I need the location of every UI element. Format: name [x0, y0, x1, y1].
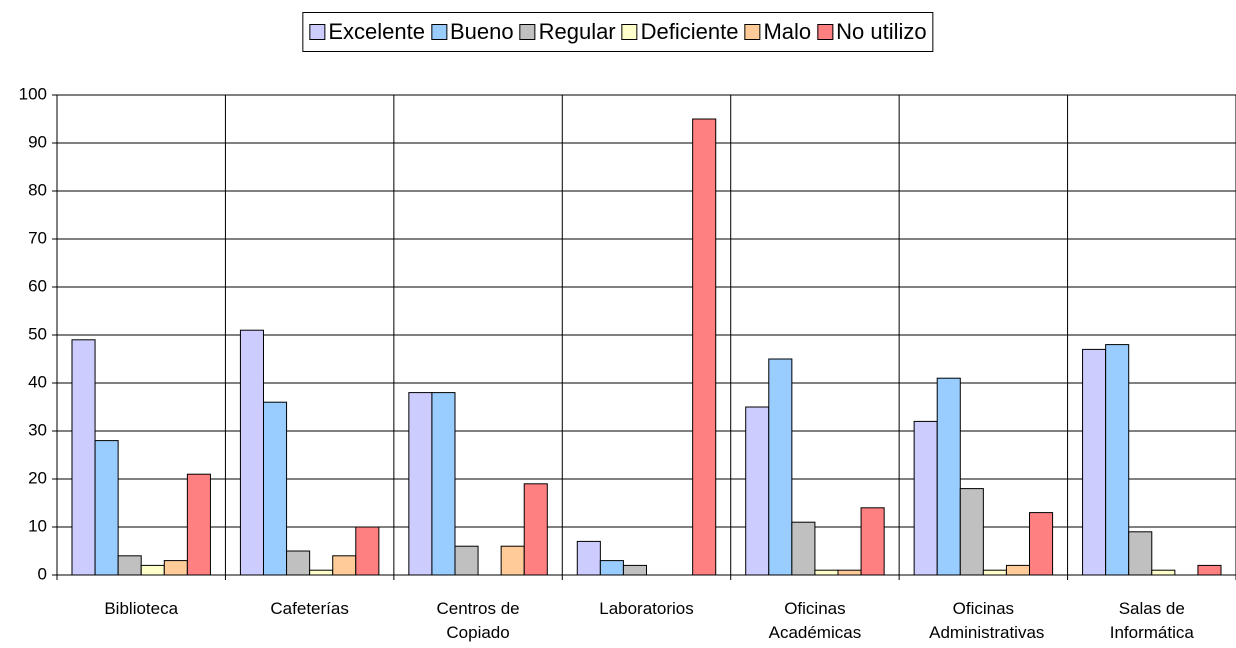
- bar: [408, 392, 433, 576]
- bar: [936, 377, 961, 576]
- y-tick-label: 100: [19, 84, 47, 103]
- bar: [239, 329, 264, 576]
- legend-label: Bueno: [449, 19, 514, 44]
- bar: [1105, 344, 1130, 576]
- bar: [262, 401, 288, 576]
- legend-label: Malo: [763, 19, 812, 44]
- legend-label: Excelente: [328, 19, 425, 44]
- x-tick-label: Laboratorios: [599, 599, 694, 618]
- y-tick-label: 20: [28, 468, 47, 487]
- y-tick-label: 80: [28, 180, 47, 199]
- bar: [1197, 564, 1222, 576]
- bar: [454, 545, 479, 576]
- bar: [622, 564, 648, 576]
- bar: [94, 440, 119, 576]
- y-tick-label: 60: [28, 276, 47, 295]
- x-tick-label: Oficinas Académicas: [768, 599, 862, 642]
- bar: [913, 420, 938, 576]
- bar: [523, 483, 548, 576]
- bar: [1128, 531, 1153, 576]
- legend-item: Malo: [744, 19, 811, 45]
- bar: [309, 569, 334, 576]
- y-tick-label: 40: [28, 372, 47, 391]
- y-tick-label: 10: [28, 516, 47, 535]
- bar: [140, 564, 165, 576]
- legend-item: Regular: [519, 19, 616, 45]
- legend-swatch: [621, 24, 638, 40]
- bar: [860, 507, 885, 576]
- bar: [599, 560, 624, 576]
- legend-label: No utilizo: [836, 19, 927, 44]
- bar: [431, 392, 456, 576]
- bar: [500, 545, 525, 576]
- bar: [186, 473, 211, 576]
- x-tick-label: Centros de Copiado: [436, 599, 520, 642]
- bar: [163, 560, 188, 576]
- legend-label: Deficiente: [640, 19, 739, 44]
- x-tick-label: Cafeterías: [270, 599, 349, 618]
- bar: [1029, 512, 1054, 576]
- bar: [692, 118, 717, 576]
- y-tick-label: 50: [28, 324, 47, 343]
- bar: [959, 488, 984, 576]
- bar: [745, 406, 770, 576]
- legend-label: Regular: [538, 19, 616, 44]
- y-tick-label: 0: [38, 564, 47, 583]
- legend-swatch: [519, 24, 536, 40]
- bar: [1005, 564, 1031, 576]
- bar: [1082, 348, 1107, 576]
- legend-item: Deficiente: [621, 19, 739, 45]
- bar: [814, 569, 839, 576]
- bar: [71, 339, 96, 576]
- x-tick-label: Salas de Informática: [1109, 599, 1194, 642]
- legend-swatch: [817, 24, 834, 40]
- bar: [791, 521, 816, 576]
- legend-swatch: [309, 24, 326, 40]
- bar: [117, 555, 142, 576]
- legend-item: No utilizo: [817, 19, 927, 45]
- legend-item: Bueno: [430, 19, 514, 45]
- bar: [768, 358, 793, 576]
- x-tick-label: Biblioteca: [104, 599, 179, 618]
- y-tick-label: 70: [28, 228, 47, 247]
- x-tick-label: Oficinas Administrativas: [929, 599, 1045, 642]
- y-tick-label: 90: [28, 132, 47, 151]
- bar: [286, 550, 311, 576]
- bar: [1151, 569, 1176, 576]
- bar: [982, 569, 1007, 576]
- bar: [837, 569, 862, 576]
- bar: [576, 540, 601, 576]
- bar: [355, 526, 380, 576]
- legend: Excelente Bueno Regular Deficiente Malo No ut…: [302, 12, 934, 52]
- legend-swatch: [744, 24, 761, 40]
- legend-swatch: [430, 24, 447, 40]
- y-tick-label: 30: [28, 420, 47, 439]
- legend-item: Excelente: [309, 19, 425, 45]
- bar: [332, 555, 357, 576]
